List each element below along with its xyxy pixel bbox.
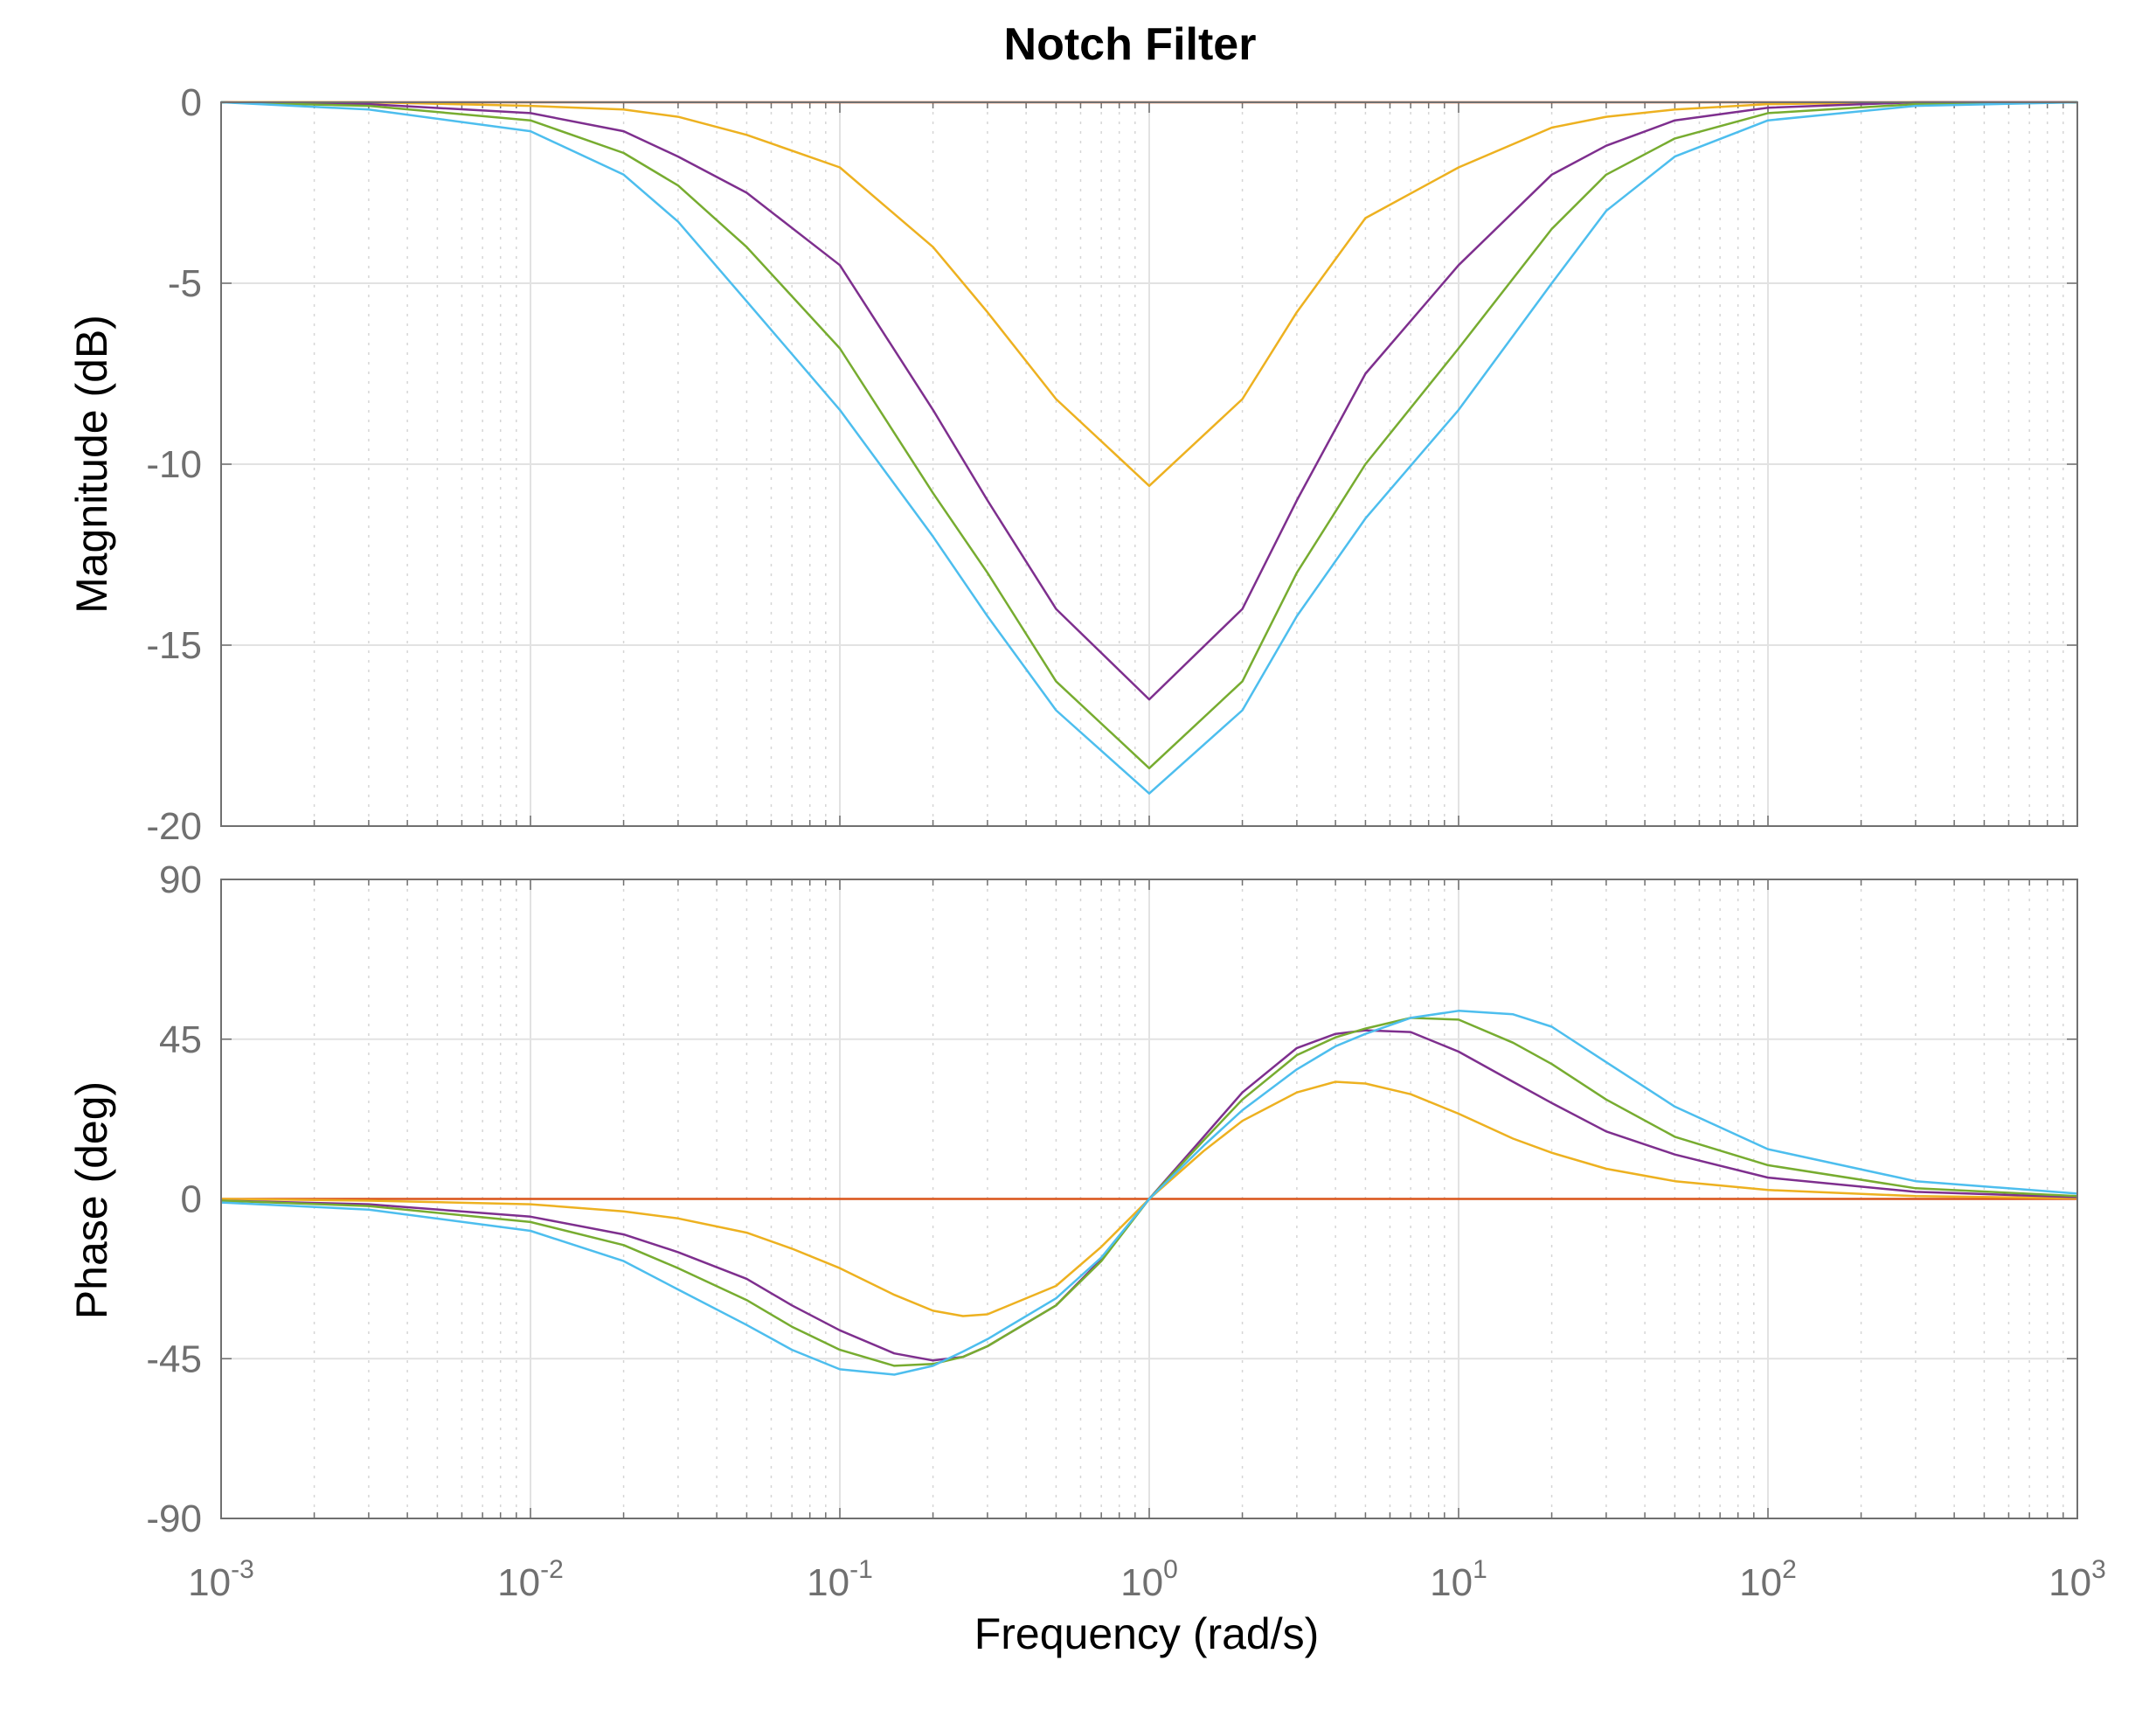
series-line-cyan (220, 101, 2078, 795)
x-tick-label: 101 (1430, 1555, 1487, 1604)
x-tick-label: 10-2 (497, 1555, 564, 1604)
x-tick-label-base: 10 (2049, 1561, 2091, 1604)
x-tick-label-base: 10 (497, 1561, 540, 1604)
magnitude-axes-box (220, 101, 2078, 827)
phase-axes-box (220, 879, 2078, 1519)
y-tick-label: -20 (146, 805, 202, 848)
x-tick-label: 103 (2049, 1555, 2106, 1604)
y-tick-label: -45 (146, 1337, 202, 1380)
x-tick-label: 10-1 (807, 1555, 873, 1604)
series-line-cyan (220, 1010, 2078, 1376)
phase-y-tick-labels: -90 -45 0 45 90 (146, 858, 202, 1540)
phase-tick-marks (220, 879, 2077, 1519)
y-tick-label: 0 (181, 1178, 202, 1221)
x-tick-label-exponent: -3 (231, 1555, 254, 1584)
x-tick-label-base: 10 (188, 1561, 231, 1604)
phase-y-axis-label: Phase (deg) (67, 1081, 116, 1319)
x-axis-tick-labels: 10-3 10-2 10-1 100 101 102 103 (188, 1555, 2106, 1604)
x-axis-label: Frequency (rad/s) (974, 1609, 1320, 1658)
phase-panel: -90 -45 0 45 90 Phase (deg) (67, 858, 2078, 1540)
x-tick-label-exponent: 3 (2091, 1555, 2106, 1584)
x-tick-label: 10-3 (188, 1555, 254, 1604)
y-tick-label: -5 (168, 262, 202, 305)
magnitude-gridlines (220, 101, 2077, 827)
magnitude-panel: -20 -15 -10 -5 0 Magnitude (dB) (67, 81, 2078, 848)
series-line-orange (221, 101, 2077, 488)
y-tick-label: -10 (146, 443, 202, 486)
x-tick-label-base: 10 (807, 1561, 849, 1604)
y-tick-label: 0 (181, 81, 202, 124)
x-tick-label-exponent: -2 (540, 1555, 564, 1584)
phase-series-lines (220, 1010, 2078, 1376)
magnitude-y-axis-label: Magnitude (dB) (67, 315, 116, 614)
x-tick-label-exponent: 1 (1473, 1555, 1487, 1584)
y-tick-label: 90 (159, 858, 202, 901)
series-line-green (220, 101, 2078, 770)
chart-title: Notch Filter (1004, 19, 1257, 70)
magnitude-y-tick-labels: -20 -15 -10 -5 0 (146, 81, 202, 848)
x-tick-label-exponent: 0 (1163, 1555, 1178, 1584)
series-line-purple (220, 101, 2077, 701)
x-tick-label: 100 (1120, 1555, 1178, 1604)
y-tick-label: 45 (159, 1018, 202, 1061)
x-tick-label-base: 10 (1739, 1561, 1782, 1604)
y-tick-label: -90 (146, 1497, 202, 1540)
x-tick-label-exponent: 2 (1782, 1555, 1797, 1584)
x-tick-label-exponent: -1 (849, 1555, 873, 1584)
x-tick-label-base: 10 (1120, 1561, 1163, 1604)
x-tick-label-base: 10 (1430, 1561, 1473, 1604)
y-tick-label: -15 (146, 624, 202, 667)
x-tick-label: 102 (1739, 1555, 1797, 1604)
